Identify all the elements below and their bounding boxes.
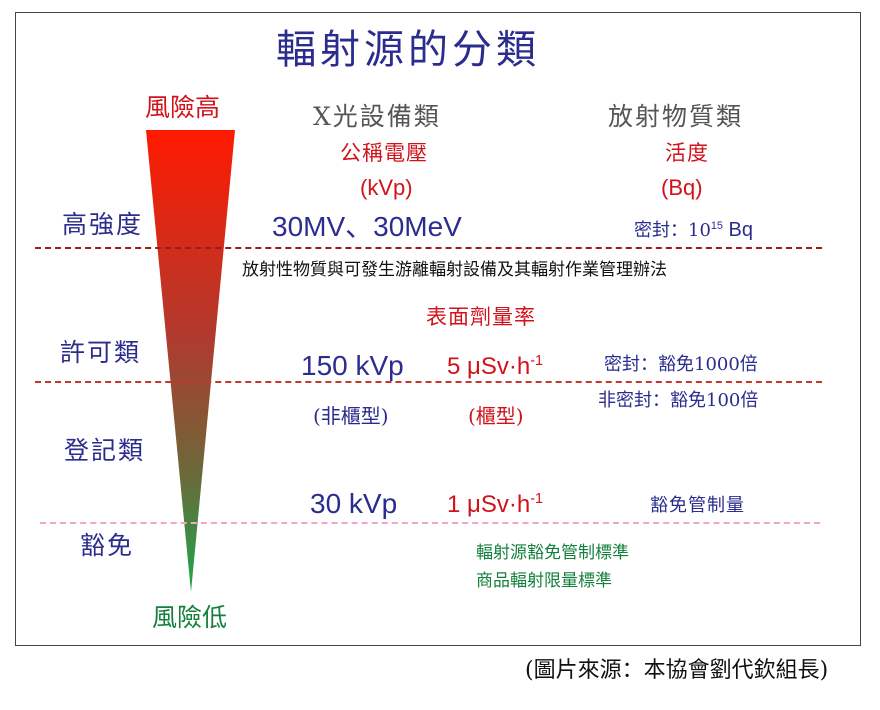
exempt-standard-2: 商品輻射限量標準	[476, 571, 612, 591]
license-dose-rate: 5 μSv·h-1	[447, 353, 543, 380]
diagram-frame	[15, 12, 861, 646]
registration-radio-value: 豁免管制量	[650, 495, 745, 516]
diagram-title: 輻射源的分類	[276, 27, 540, 73]
radioactive-column-sub1: 活度	[665, 141, 709, 165]
high-radio-exponent: 15	[710, 220, 723, 232]
risk-low-label: 風險低	[152, 603, 228, 632]
registration-dose-exponent: -1	[530, 491, 543, 507]
radioactive-column-header: 放射物質類	[608, 102, 744, 131]
license-dose-value: 5 μSv·h	[447, 353, 531, 380]
xray-column-header: X光設備類	[313, 102, 441, 131]
license-dose-exponent: -1	[530, 353, 543, 369]
license-radio-unsealed: 非密封：豁免100倍	[598, 390, 759, 411]
category-exempt: 豁免	[80, 531, 135, 560]
risk-high-label: 風險高	[145, 93, 221, 122]
registration-dose-rate: 1 μSv·h-1	[447, 491, 543, 518]
high-radio-suffix: Bq	[722, 219, 753, 241]
registration-dose-value: 1 μSv·h	[447, 491, 531, 518]
category-registration: 登記類	[64, 436, 146, 465]
category-high-intensity: 高強度	[62, 210, 144, 239]
divider-license	[35, 381, 822, 383]
exempt-standard-1: 輻射源豁免管制標準	[476, 543, 629, 563]
license-note-non-cabinet: (非櫃型)	[313, 404, 389, 428]
license-xray-value: 150 kVp	[301, 350, 404, 381]
high-xray-value: 30MV、30MeV	[272, 211, 462, 242]
registration-xray-value: 30 kVp	[310, 488, 398, 519]
dose-rate-header: 表面劑量率	[426, 305, 536, 329]
xray-column-sub1: 公稱電壓	[340, 141, 428, 165]
license-radio-sealed: 密封：豁免1000倍	[604, 354, 758, 375]
radioactive-column-sub2: (Bq)	[661, 175, 703, 200]
license-note-cabinet: (櫃型)	[468, 404, 524, 428]
source-credit: (圖片來源：本協會劉代欽組長)	[525, 658, 829, 683]
high-radio-prefix: 密封：10	[634, 220, 711, 241]
regulation-text: 放射性物質與可發生游離輻射設備及其輻射作業管理辦法	[242, 260, 667, 280]
category-license: 許可類	[60, 338, 142, 367]
high-radio-value: 密封：1015 Bq	[634, 220, 753, 240]
divider-high	[35, 247, 822, 249]
divider-registration	[40, 522, 820, 524]
xray-column-sub2: (kVp)	[360, 175, 413, 200]
